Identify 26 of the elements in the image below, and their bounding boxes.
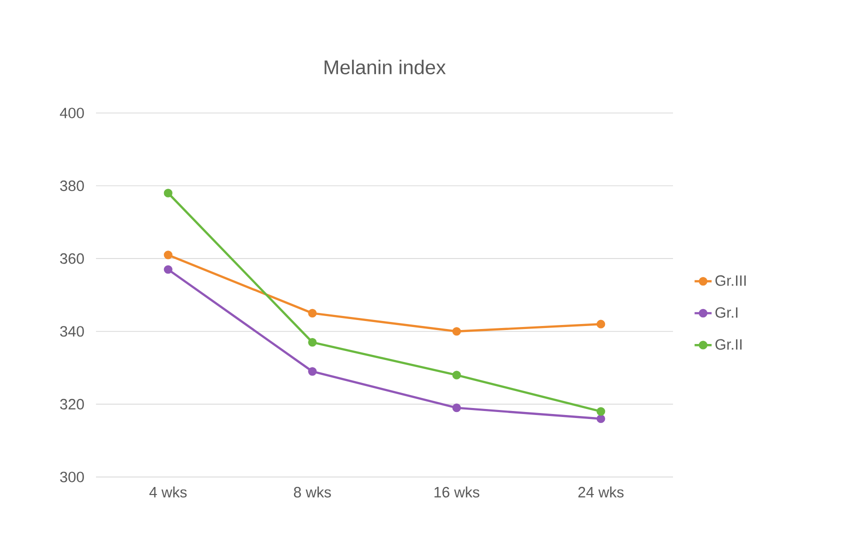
point [452, 404, 461, 412]
point [164, 265, 172, 274]
point [596, 320, 606, 328]
point [596, 414, 606, 424]
point [308, 367, 317, 376]
y-tick-label: 380 [60, 180, 84, 192]
y-tick-label: 340 [60, 326, 84, 337]
legend-label: Gr.II [715, 339, 742, 350]
point [596, 407, 606, 416]
chart-title: Melanin index [324, 60, 446, 74]
y-tick-label: 300 [60, 472, 84, 482]
point [452, 370, 461, 380]
legend-label: Gr.III [715, 275, 746, 286]
x-tick-label: 16 wks [434, 486, 480, 498]
point [308, 308, 317, 318]
x-tick-label: 24 wks [578, 486, 624, 498]
point [164, 188, 172, 198]
x-tick-label: 8 wks [294, 486, 331, 498]
point [164, 250, 172, 260]
y-tick-label: 360 [60, 253, 84, 264]
point [452, 327, 461, 336]
x-tick-label: 4 wks [149, 486, 187, 498]
point [308, 338, 317, 347]
legend-label: Gr.I [715, 307, 738, 318]
y-tick-label: 400 [60, 108, 84, 118]
y-tick-label: 320 [60, 398, 84, 410]
